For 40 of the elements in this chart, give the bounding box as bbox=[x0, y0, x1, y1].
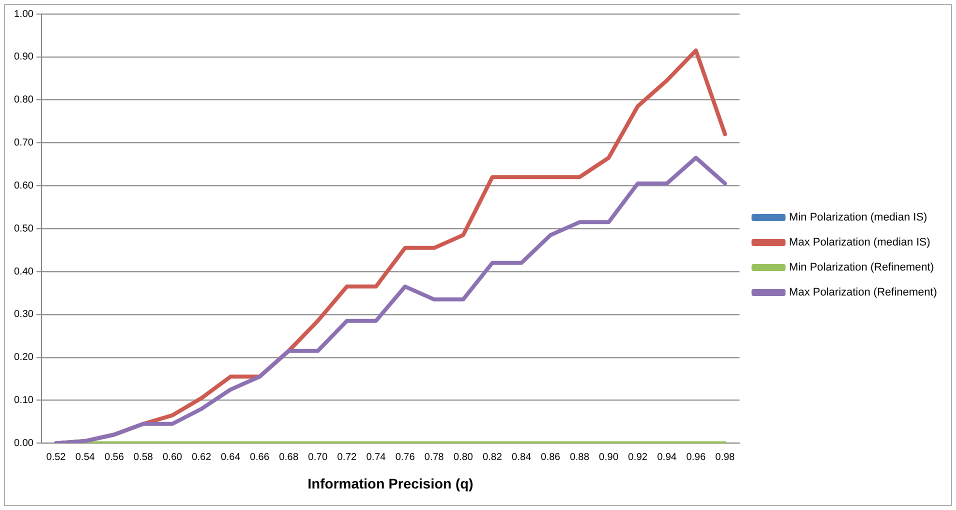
x-tick-label: 0.92 bbox=[628, 452, 648, 463]
x-tick-label: 0.90 bbox=[598, 452, 619, 463]
y-tick-label: 0.10 bbox=[14, 395, 34, 406]
x-axis-title: Information Precision (q) bbox=[308, 475, 474, 492]
y-tick-label: 0.00 bbox=[14, 438, 34, 449]
x-tick-label: 0.82 bbox=[482, 452, 502, 463]
x-tick-label: 0.52 bbox=[46, 452, 66, 463]
x-tick-label: 0.88 bbox=[570, 452, 590, 463]
legend-label: Max Polarization (Refinement) bbox=[789, 286, 938, 299]
y-tick-label: 0.30 bbox=[14, 309, 34, 320]
y-tick-label: 0.70 bbox=[14, 138, 34, 149]
x-tick-label: 0.94 bbox=[657, 452, 677, 463]
y-tick-label: 0.50 bbox=[14, 223, 34, 234]
x-tick-label: 0.64 bbox=[220, 452, 241, 463]
y-tick-label: 0.90 bbox=[14, 52, 34, 63]
x-tick-label: 0.80 bbox=[453, 452, 474, 463]
x-tick-label: 0.86 bbox=[540, 452, 561, 463]
legend-label: Min Polarization (median IS) bbox=[789, 212, 928, 224]
x-tick-label: 0.68 bbox=[278, 452, 299, 463]
legend-label: Min Polarization (Refinement) bbox=[789, 262, 934, 274]
x-tick-label: 0.76 bbox=[395, 452, 416, 463]
x-tick-label: 0.96 bbox=[686, 452, 706, 463]
x-tick-label: 0.74 bbox=[366, 452, 386, 463]
x-tick-label: 0.62 bbox=[192, 452, 212, 463]
y-tick-label: 0.20 bbox=[14, 352, 34, 364]
x-tick-label: 0.56 bbox=[104, 452, 124, 463]
x-tick-label: 0.66 bbox=[250, 452, 270, 463]
x-tick-label: 0.70 bbox=[308, 452, 328, 463]
x-tick-label: 0.78 bbox=[424, 452, 444, 463]
x-tick-label: 0.72 bbox=[337, 452, 358, 463]
x-tick-label: 0.98 bbox=[715, 452, 736, 463]
y-tick-label: 0.60 bbox=[14, 180, 34, 192]
y-tick-label: 0.80 bbox=[14, 94, 34, 106]
x-tick-label: 0.84 bbox=[512, 452, 532, 463]
legend-label: Max Polarization (median IS) bbox=[789, 236, 930, 249]
y-tick-label: 1.00 bbox=[14, 8, 34, 20]
x-tick-label: 0.60 bbox=[162, 452, 183, 463]
x-tick-label: 0.58 bbox=[134, 452, 154, 463]
y-tick-label: 0.40 bbox=[14, 266, 34, 278]
x-tick-label: 0.54 bbox=[75, 452, 96, 463]
